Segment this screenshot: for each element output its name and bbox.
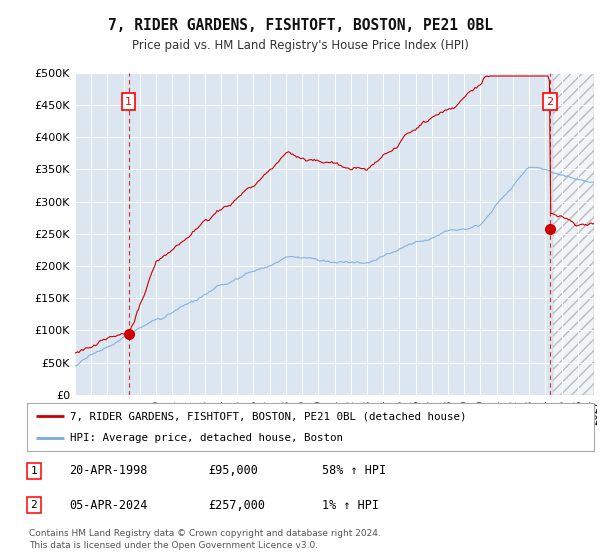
Text: 2: 2: [31, 500, 37, 510]
Text: Price paid vs. HM Land Registry's House Price Index (HPI): Price paid vs. HM Land Registry's House …: [131, 39, 469, 53]
Text: 1: 1: [31, 466, 37, 476]
Text: 1% ↑ HPI: 1% ↑ HPI: [322, 498, 379, 512]
Text: 7, RIDER GARDENS, FISHTOFT, BOSTON, PE21 0BL: 7, RIDER GARDENS, FISHTOFT, BOSTON, PE21…: [107, 18, 493, 32]
Text: 58% ↑ HPI: 58% ↑ HPI: [322, 464, 386, 478]
Text: 20-APR-1998: 20-APR-1998: [70, 464, 148, 478]
Text: HPI: Average price, detached house, Boston: HPI: Average price, detached house, Bost…: [70, 433, 343, 443]
Text: This data is licensed under the Open Government Licence v3.0.: This data is licensed under the Open Gov…: [29, 542, 318, 550]
Text: £257,000: £257,000: [208, 498, 265, 512]
Text: 2: 2: [546, 97, 553, 107]
Text: 1: 1: [125, 97, 132, 107]
Text: 05-APR-2024: 05-APR-2024: [70, 498, 148, 512]
Text: 7, RIDER GARDENS, FISHTOFT, BOSTON, PE21 0BL (detached house): 7, RIDER GARDENS, FISHTOFT, BOSTON, PE21…: [70, 411, 466, 421]
Text: Contains HM Land Registry data © Crown copyright and database right 2024.: Contains HM Land Registry data © Crown c…: [29, 529, 380, 538]
Text: £95,000: £95,000: [208, 464, 259, 478]
